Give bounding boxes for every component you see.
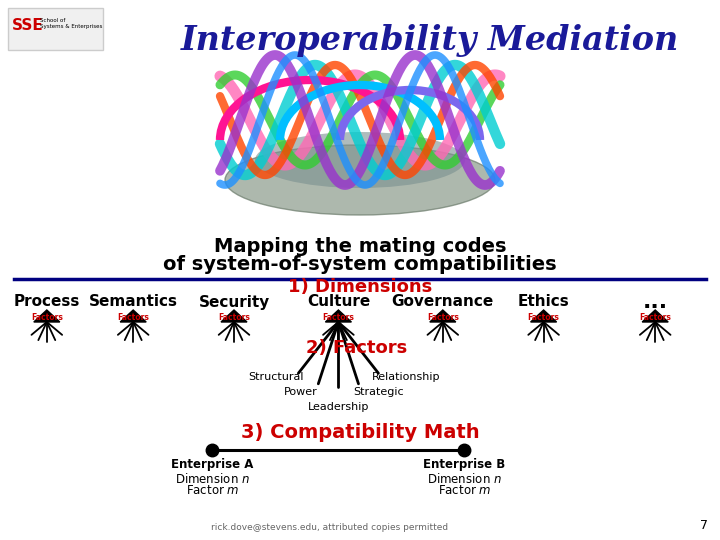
Polygon shape — [34, 310, 60, 322]
Text: Factors: Factors — [218, 313, 250, 322]
Text: of system-of-system compatibilities: of system-of-system compatibilities — [163, 254, 557, 273]
Text: Culture: Culture — [307, 294, 370, 309]
Text: Governance: Governance — [392, 294, 494, 309]
Text: 1) Dimensions: 1) Dimensions — [288, 278, 432, 296]
Polygon shape — [221, 310, 247, 322]
Text: Enterprise A: Enterprise A — [171, 458, 253, 471]
Text: Relationship: Relationship — [372, 372, 441, 382]
Text: Mapping the mating codes: Mapping the mating codes — [214, 237, 506, 255]
Text: Factors: Factors — [639, 313, 671, 322]
Text: Factors: Factors — [528, 313, 559, 322]
Ellipse shape — [225, 145, 495, 215]
Polygon shape — [120, 310, 146, 322]
Text: rick.dove@stevens.edu, attributed copies permitted: rick.dove@stevens.edu, attributed copies… — [212, 523, 449, 532]
Bar — [8, 8, 103, 50]
Ellipse shape — [255, 132, 465, 188]
Text: Interoperability Mediation: Interoperability Mediation — [181, 24, 679, 57]
Text: SSE: SSE — [12, 18, 44, 33]
Text: School of
Systems & Enterprises: School of Systems & Enterprises — [40, 18, 102, 29]
Text: Factor $m$: Factor $m$ — [438, 484, 491, 497]
Text: Ethics: Ethics — [518, 294, 570, 309]
Polygon shape — [531, 310, 557, 322]
Text: Factors: Factors — [31, 313, 63, 322]
Text: Strategic: Strategic — [353, 387, 404, 397]
Text: Security: Security — [199, 294, 269, 309]
Text: Factors: Factors — [427, 313, 459, 322]
Text: Dimension $n$: Dimension $n$ — [427, 472, 502, 486]
Text: Factor $m$: Factor $m$ — [186, 484, 239, 497]
Text: 7: 7 — [700, 519, 708, 532]
Text: Process: Process — [14, 294, 80, 309]
Polygon shape — [430, 310, 456, 322]
Text: Power: Power — [284, 387, 318, 397]
Text: Dimension $n$: Dimension $n$ — [175, 472, 250, 486]
Text: Factors: Factors — [323, 313, 354, 322]
Text: ...: ... — [643, 292, 667, 312]
Text: Leadership: Leadership — [307, 402, 369, 412]
Text: Structural: Structural — [248, 372, 304, 382]
Text: 3) Compatibility Math: 3) Compatibility Math — [240, 422, 480, 442]
Text: Factors: Factors — [117, 313, 149, 322]
Polygon shape — [325, 310, 351, 322]
Polygon shape — [642, 310, 668, 322]
Text: 2) Factors: 2) Factors — [306, 339, 407, 357]
Text: Semantics: Semantics — [89, 294, 178, 309]
Text: Enterprise B: Enterprise B — [423, 458, 505, 471]
